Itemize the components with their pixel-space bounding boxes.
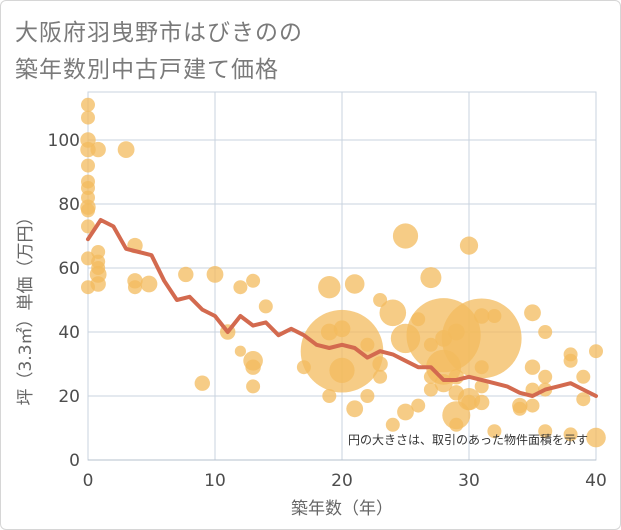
y-tick-label: 40 (58, 323, 80, 343)
y-tick-label: 0 (69, 451, 80, 471)
bubble-point (538, 424, 553, 439)
bubble-point (487, 424, 502, 439)
bubble-point (81, 219, 95, 234)
average-price-line (86, 218, 598, 398)
bubble-point (81, 110, 95, 125)
bubble-point (379, 299, 407, 327)
bubble-point (474, 394, 490, 411)
bubble-point (322, 389, 337, 403)
bubble-point (140, 275, 158, 293)
x-tick-label: 30 (458, 471, 480, 491)
bubble-point (117, 141, 135, 159)
bubble-point (234, 345, 246, 357)
x-tick-label: 20 (331, 471, 353, 491)
bubble-point (563, 353, 578, 368)
bubble-point (474, 308, 490, 324)
bubble-point (360, 389, 375, 403)
x-tick-label: 40 (585, 471, 607, 491)
bubble-point (487, 309, 502, 323)
bubble-point (449, 417, 464, 432)
bubble-point (178, 266, 194, 283)
bubble-point (385, 417, 400, 432)
bubble-point (90, 276, 106, 292)
x-tick-label: 10 (204, 471, 226, 491)
y-tick-label: 100 (48, 131, 80, 151)
bubble-point (194, 375, 210, 391)
bubble-point (524, 359, 541, 375)
y-tick-label: 20 (58, 387, 80, 407)
bubble-point (461, 394, 477, 411)
bubble-layer (80, 97, 606, 448)
bubble-point (206, 266, 224, 283)
x-tick-label: 0 (83, 471, 94, 491)
chart-title: 大阪府羽曳野市はびきのの 築年数別中古戸建て価格 (15, 20, 303, 83)
bubble-point (423, 382, 438, 397)
bubble-point (524, 304, 541, 322)
y-tick-label: 80 (58, 195, 80, 215)
bubble-point (392, 223, 419, 249)
bubble-point (329, 357, 355, 383)
bubble-point (420, 267, 442, 289)
bubble-point (333, 320, 351, 338)
bubble-point (589, 344, 603, 359)
axes: 0 20 40 60 80 100 0 10 20 30 40 (48, 131, 607, 491)
bubble-point (411, 398, 426, 413)
bubble-point (576, 369, 591, 384)
bubble-point (459, 236, 479, 255)
bubble-point (318, 276, 341, 299)
bubble-point (81, 158, 95, 173)
bubble-point (538, 369, 553, 384)
bubble-point (397, 403, 414, 421)
bubble-point (246, 379, 261, 394)
x-axis-label: 築年数（年） (291, 499, 393, 519)
bubble-point (81, 97, 95, 112)
bubble-point (576, 392, 591, 407)
bubble-point (258, 299, 273, 314)
bubble-size-note: 円の大きさは、取引のあった物件面積を示す (348, 432, 588, 447)
bubble-point (525, 398, 540, 413)
bubble-point (233, 280, 248, 295)
bubble-point (346, 400, 364, 418)
average-line-layer (86, 218, 598, 398)
bubble-point (512, 401, 527, 416)
bubble-point (81, 181, 95, 195)
grid (87, 91, 597, 461)
y-axis-label: 坪（3.3㎡）単価（万円） (16, 208, 36, 405)
bubble-point (474, 360, 489, 375)
bubble-point (90, 141, 106, 158)
bubble-point (127, 280, 142, 295)
y-tick-label: 60 (58, 259, 80, 279)
bubble-point (586, 427, 606, 448)
bubble-point (344, 274, 365, 294)
bubble-point (441, 298, 522, 379)
bubble-point (372, 356, 388, 372)
bubble-point (245, 359, 261, 375)
bubble-point (373, 369, 388, 384)
bubble-point (81, 203, 95, 218)
bubble-point (246, 273, 261, 288)
bubble-point (91, 245, 106, 259)
bubble-point (538, 325, 553, 339)
bubble-point (563, 427, 578, 442)
bubble-point (360, 337, 375, 352)
bubble-point (300, 309, 384, 393)
